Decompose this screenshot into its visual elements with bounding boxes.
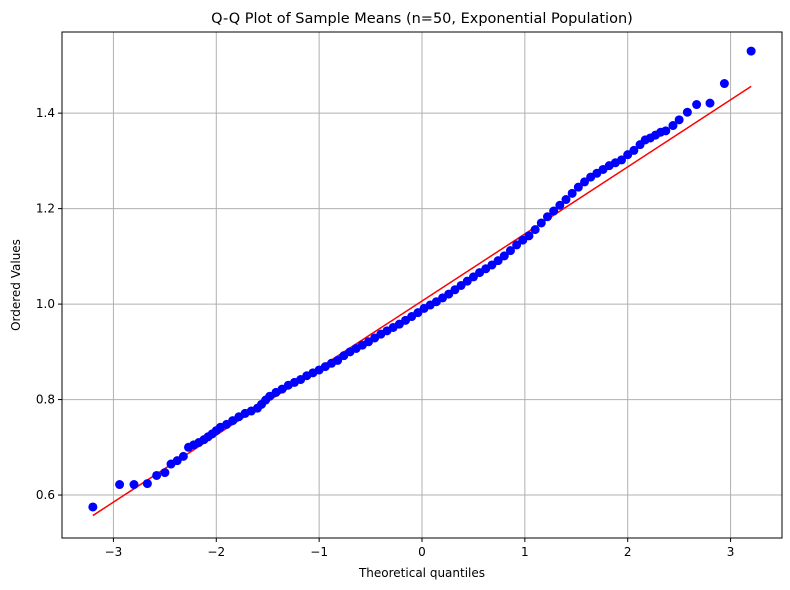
y-tick-label: 0.6 <box>36 488 55 502</box>
data-point <box>674 115 684 125</box>
data-point <box>555 200 565 210</box>
data-point <box>88 502 98 512</box>
y-axis-title: Ordered Values <box>9 239 23 331</box>
x-tick-label: −1 <box>310 545 328 559</box>
x-tick-label: 0 <box>418 545 426 559</box>
data-point <box>668 121 678 131</box>
grid <box>62 32 782 538</box>
data-point <box>499 251 509 261</box>
data-point <box>629 145 639 155</box>
x-tick-label: 2 <box>624 545 632 559</box>
x-tick-label: 1 <box>521 545 529 559</box>
y-tick-label: 1.2 <box>36 202 55 216</box>
data-point <box>115 480 125 490</box>
data-point <box>573 182 583 192</box>
data-point <box>580 177 590 187</box>
x-axis-ticks: −3 −2 −1 0 1 2 3 <box>105 538 735 559</box>
data-point <box>567 188 577 198</box>
data-point <box>142 479 152 489</box>
data-point <box>682 107 692 117</box>
x-tick-label: −3 <box>105 545 123 559</box>
data-point <box>493 256 503 266</box>
x-tick-label: −2 <box>207 545 225 559</box>
data-point <box>333 355 343 365</box>
data-point <box>160 468 170 478</box>
data-point <box>152 470 162 480</box>
data-point <box>530 225 540 235</box>
x-tick-label: 3 <box>727 545 735 559</box>
data-point <box>549 206 559 216</box>
data-point <box>542 212 552 222</box>
data-point <box>746 46 756 56</box>
data-point <box>661 126 671 136</box>
data-points <box>88 46 756 512</box>
data-point <box>178 451 188 461</box>
data-point <box>512 240 522 250</box>
data-point <box>705 98 715 108</box>
y-tick-label: 1.4 <box>36 106 55 120</box>
data-point <box>505 246 515 256</box>
data-point <box>617 155 627 165</box>
y-tick-label: 0.8 <box>36 393 55 407</box>
data-point <box>536 218 546 228</box>
chart-title: Q-Q Plot of Sample Means (n=50, Exponent… <box>211 11 633 27</box>
data-point <box>719 79 729 89</box>
data-point <box>129 480 139 490</box>
y-tick-label: 1.0 <box>36 297 55 311</box>
data-point <box>561 195 571 205</box>
x-axis-title: Theoretical quantiles <box>358 566 485 580</box>
y-axis-ticks: 0.6 0.8 1.0 1.2 1.4 <box>36 106 62 502</box>
data-point <box>692 100 702 110</box>
data-point <box>524 231 534 241</box>
